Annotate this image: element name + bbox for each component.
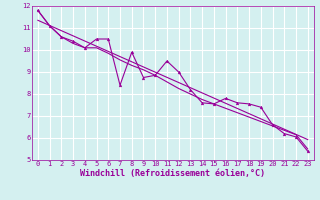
X-axis label: Windchill (Refroidissement éolien,°C): Windchill (Refroidissement éolien,°C): [80, 169, 265, 178]
